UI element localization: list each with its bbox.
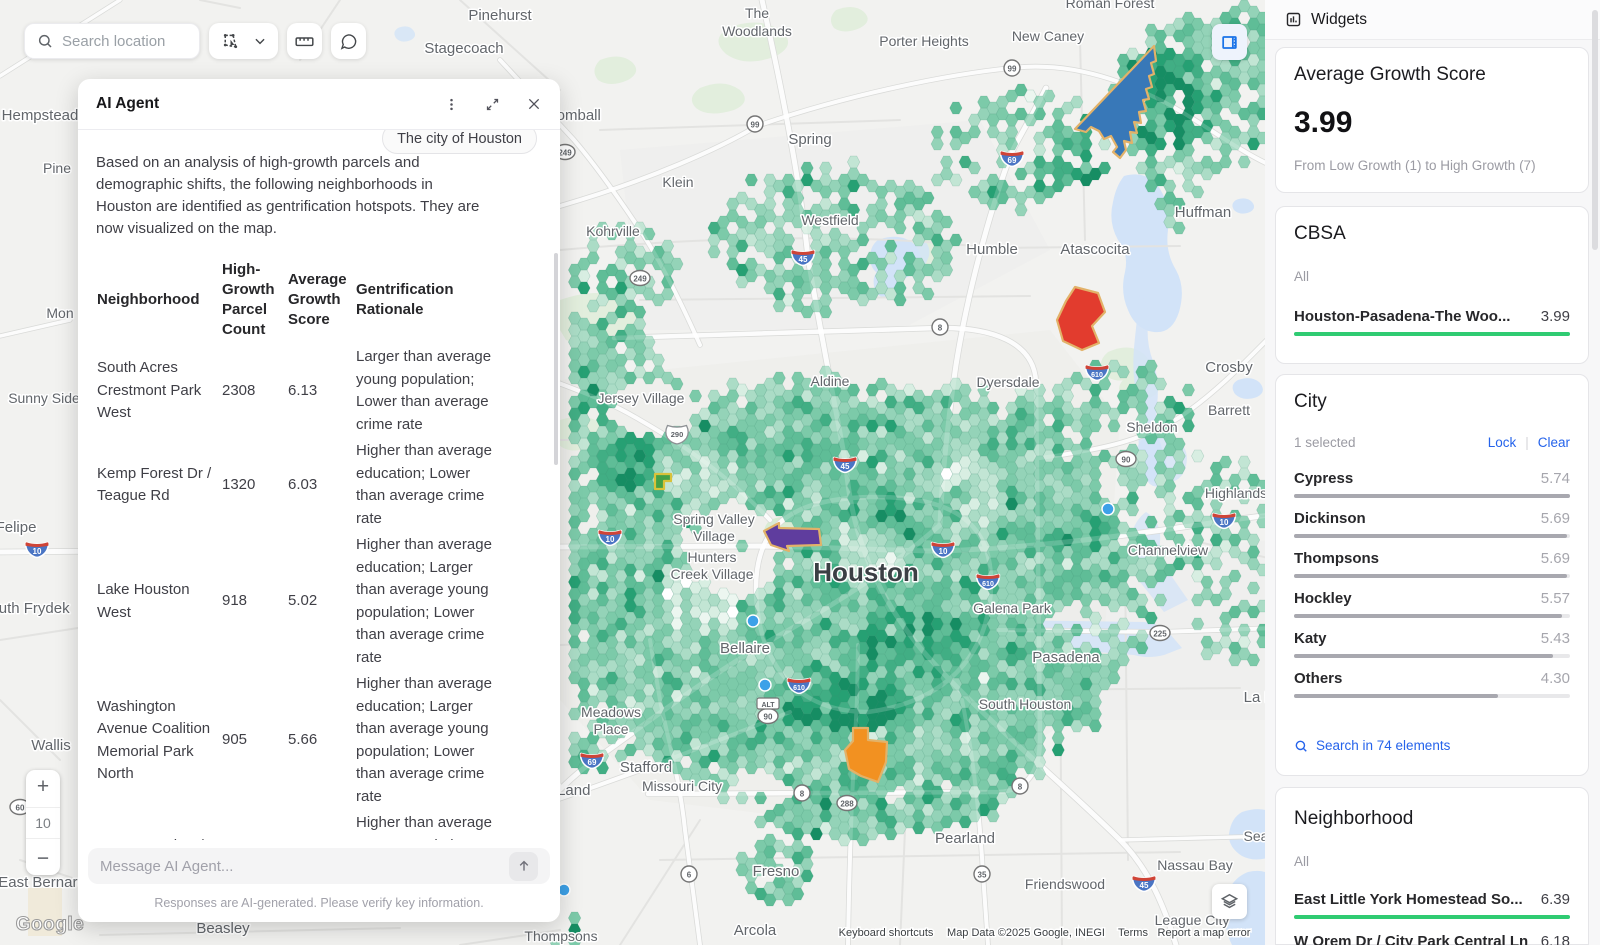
svg-text:East Bernard: East Bernard (0, 874, 86, 891)
svg-text:10: 10 (1220, 518, 1229, 527)
svg-text:Terms: Terms (1118, 927, 1148, 939)
svg-text:Wallis: Wallis (31, 737, 70, 754)
svg-text:outh Frydek: outh Frydek (0, 600, 70, 617)
svg-text:Barrett: Barrett (1208, 402, 1250, 418)
svg-text:League City: League City (1155, 912, 1230, 928)
svg-text:Westfield: Westfield (801, 212, 858, 228)
svg-text:Sheldon: Sheldon (1126, 419, 1177, 435)
svg-text:Pearland: Pearland (935, 830, 995, 847)
svg-text:Crosby: Crosby (1205, 359, 1253, 376)
svg-text:Stagecoach: Stagecoach (424, 40, 503, 57)
svg-text:249: 249 (558, 149, 572, 158)
svg-text:45: 45 (841, 462, 850, 471)
svg-text:Highlands: Highlands (1205, 485, 1265, 501)
svg-text:60: 60 (16, 804, 25, 813)
svg-text:Sea: Sea (1244, 828, 1265, 844)
svg-text:Aldine: Aldine (811, 373, 850, 389)
svg-text:Google: Google (16, 914, 84, 935)
svg-text:Woodlands: Woodlands (722, 23, 792, 39)
svg-text:Pinehurst: Pinehurst (468, 7, 532, 24)
svg-text:225: 225 (1153, 630, 1167, 639)
svg-text:Nassau Bay: Nassau Bay (1157, 857, 1232, 873)
svg-text:610: 610 (1091, 372, 1103, 379)
svg-text:Sunny Side: Sunny Side (8, 390, 80, 406)
svg-text:Roman Forest: Roman Forest (1066, 0, 1155, 11)
svg-text:90: 90 (1122, 456, 1131, 465)
svg-text:Mon: Mon (46, 305, 73, 321)
svg-text:Kohrville: Kohrville (586, 223, 640, 239)
svg-text:10: 10 (939, 547, 948, 556)
svg-text:Arcola: Arcola (734, 922, 777, 939)
svg-text:South Houston: South Houston (979, 696, 1072, 712)
svg-text:90: 90 (764, 713, 773, 722)
svg-text:Houston: Houston (813, 557, 918, 587)
svg-text:Fresno: Fresno (753, 863, 800, 880)
svg-text:Spring Valley: Spring Valley (673, 511, 754, 527)
svg-text:45: 45 (1140, 881, 1149, 890)
svg-text:Beasley: Beasley (196, 920, 250, 937)
svg-text:6: 6 (687, 871, 692, 880)
svg-text:Porter Heights: Porter Heights (879, 33, 968, 49)
svg-text:Missouri City: Missouri City (642, 778, 722, 794)
svg-text:Galena Park: Galena Park (973, 600, 1052, 616)
svg-text:10: 10 (33, 547, 42, 556)
svg-text:8: 8 (938, 324, 943, 333)
svg-text:Pasadena: Pasadena (1032, 649, 1100, 666)
svg-text:Thompsons: Thompsons (524, 928, 597, 944)
svg-text:Pine: Pine (43, 160, 71, 176)
svg-text:Klein: Klein (662, 174, 693, 190)
svg-text:69: 69 (1008, 156, 1017, 165)
svg-text:Felipe: Felipe (0, 519, 36, 536)
svg-text:Hunters: Hunters (687, 549, 736, 565)
svg-text:Dyersdale: Dyersdale (976, 374, 1039, 390)
svg-text:Place: Place (593, 721, 628, 737)
svg-text:288: 288 (840, 800, 854, 809)
svg-text:Atascocita: Atascocita (1060, 241, 1130, 258)
svg-text:610: 610 (982, 581, 994, 588)
svg-text:10: 10 (606, 535, 615, 544)
svg-text:The: The (745, 5, 769, 21)
svg-text:Humble: Humble (966, 241, 1018, 258)
svg-text:Huffman: Huffman (1175, 204, 1231, 221)
svg-text:Report a map error: Report a map error (1158, 927, 1251, 939)
svg-text:ALT: ALT (761, 702, 775, 709)
svg-text:La Porte: La Porte (1244, 689, 1265, 706)
svg-text:Map Data ©2025 Google, INEGI: Map Data ©2025 Google, INEGI (947, 927, 1105, 939)
svg-text:New Caney: New Caney (1012, 28, 1084, 44)
svg-text:99: 99 (751, 121, 760, 130)
svg-text:Jersey Village: Jersey Village (598, 390, 685, 406)
svg-text:69: 69 (588, 758, 597, 767)
svg-text:8: 8 (800, 790, 805, 799)
svg-text:Creek Village: Creek Village (670, 566, 753, 582)
svg-text:Spring: Spring (788, 131, 831, 148)
svg-text:Keyboard shortcuts: Keyboard shortcuts (839, 927, 934, 939)
svg-text:Channelview: Channelview (1128, 542, 1209, 558)
svg-text:Village: Village (693, 528, 735, 544)
svg-text:99: 99 (1008, 65, 1017, 74)
svg-text:35: 35 (978, 871, 987, 880)
svg-text:610: 610 (793, 685, 805, 692)
svg-text:Hempstead: Hempstead (2, 107, 79, 124)
svg-text:249: 249 (633, 275, 647, 284)
svg-text:8: 8 (1018, 783, 1023, 792)
svg-text:Friendswood: Friendswood (1025, 876, 1105, 892)
svg-text:Tomball: Tomball (549, 107, 601, 124)
svg-text:Bellaire: Bellaire (720, 640, 770, 657)
svg-text:Stafford: Stafford (620, 759, 672, 776)
svg-text:45: 45 (799, 255, 808, 264)
svg-text:290: 290 (671, 430, 684, 439)
svg-text:Meadows: Meadows (581, 704, 641, 720)
